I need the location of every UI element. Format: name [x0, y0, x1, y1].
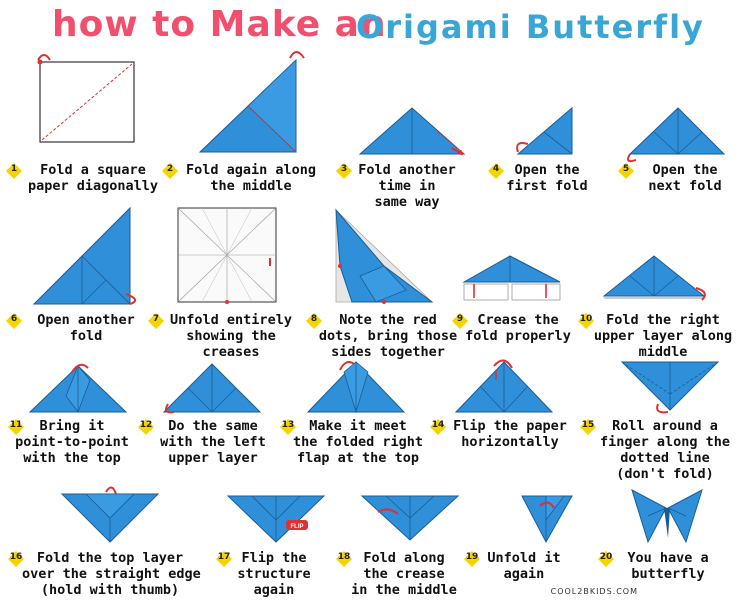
step-18-caption: Fold along the crease in the middle [351, 550, 457, 598]
step-12-number-badge: 12 [138, 419, 154, 435]
step-18-illustration [360, 495, 460, 541]
step-7-illustration [177, 207, 277, 304]
title-part-how-to-make: how to Make an [52, 4, 387, 45]
step-15-number-badge: 15 [580, 419, 596, 435]
step-18-number: 18 [337, 552, 351, 562]
page-title: how to Make an Origami Butterfly [0, 2, 736, 48]
step-13-number-badge: 13 [280, 419, 296, 435]
step-5-number: 5 [622, 164, 630, 174]
step-5-illustration [627, 107, 726, 163]
step-19-illustration [521, 495, 573, 544]
step-20-number-badge: 20 [598, 551, 614, 567]
step-2-illustration [198, 51, 305, 153]
step-20-illustration [631, 488, 703, 544]
title-part-origami-butterfly: Origami Butterfly [356, 8, 705, 46]
step-4-number: 4 [492, 164, 500, 174]
step-5-number-badge: 5 [618, 163, 634, 179]
step-6-number-badge: 6 [6, 313, 22, 329]
step-11-number: 11 [9, 420, 23, 430]
step-2-number-badge: 2 [162, 163, 178, 179]
step-11-illustration [28, 363, 128, 413]
step-6-caption: Open another fold [37, 312, 135, 344]
step-3-number: 3 [340, 164, 348, 174]
step-13-number: 13 [281, 420, 295, 430]
step-17-illustration: FLIP [226, 495, 326, 543]
step-4-number-badge: 4 [488, 163, 504, 179]
step-13-illustration [306, 361, 406, 414]
step-14-caption: Flip the paper horizontally [453, 418, 567, 450]
step-1-caption: Fold a square paper diagonally [27, 162, 159, 194]
step-6-illustration [32, 206, 137, 305]
step-3-caption: Fold another time in same way [358, 162, 456, 210]
step-15-number: 15 [581, 420, 595, 430]
step-7-caption: Unfold entirely showing the creases [170, 312, 292, 360]
step-8-number: 8 [310, 314, 318, 324]
step-1-number-badge: 1 [6, 163, 22, 179]
step-17-number: 17 [217, 552, 231, 562]
step-9-number: 9 [456, 314, 464, 324]
step-14-illustration [454, 359, 554, 413]
step-19-number-badge: 19 [464, 551, 480, 567]
step-16-number: 16 [9, 552, 23, 562]
step-8-illustration [335, 208, 434, 304]
step-8-number-badge: 8 [306, 313, 322, 329]
step-18-number-badge: 18 [336, 551, 352, 567]
site-credit: COOL2BKIDS.COM [550, 587, 638, 596]
step-10-illustration [602, 255, 706, 301]
step-17-caption: Flip the structure again [237, 550, 311, 598]
step-14-number: 14 [431, 420, 445, 430]
step-9-number-badge: 9 [452, 313, 468, 329]
step-10-number-badge: 10 [578, 313, 594, 329]
step-3-number-badge: 3 [336, 163, 352, 179]
step-4-caption: Open the first fold [506, 162, 588, 194]
step-17-number-badge: 17 [216, 551, 232, 567]
step-1-illustration [37, 54, 135, 143]
step-8-caption: Note the red dots, bring those sides tog… [318, 312, 458, 360]
step-2-number: 2 [166, 164, 174, 174]
step-9-caption: Crease the fold properly [465, 312, 571, 344]
step-15-illustration [620, 361, 720, 414]
step-11-caption: Bring it point-to-point with the top [15, 418, 129, 466]
step-20-number: 20 [599, 552, 613, 562]
step-1-number: 1 [10, 164, 18, 174]
step-16-number-badge: 16 [8, 551, 24, 567]
step-15-caption: Roll around a finger along the dotted li… [599, 418, 731, 482]
step-10-number: 10 [579, 314, 593, 324]
step-20-caption: You have a butterfly [627, 550, 709, 582]
step-13-caption: Make it meet the folded right flap at th… [292, 418, 424, 466]
step-16-illustration [60, 486, 160, 543]
step-9-illustration [462, 255, 561, 301]
step-2-caption: Fold again along the middle [185, 162, 317, 194]
flip-tag: FLIP [291, 524, 304, 530]
step-12-number: 12 [139, 420, 153, 430]
step-16-caption: Fold the top layer over the straight edg… [22, 550, 201, 598]
step-7-number: 7 [152, 314, 160, 324]
step-5-caption: Open the next fold [648, 162, 722, 194]
step-10-caption: Fold the right upper layer along middle [593, 312, 733, 360]
step-7-number-badge: 7 [148, 313, 164, 329]
step-12-caption: Do the same with the left upper layer [160, 418, 266, 466]
step-11-number-badge: 11 [8, 419, 24, 435]
step-12-illustration [162, 363, 262, 414]
step-4-illustration [516, 106, 573, 155]
step-19-number: 19 [465, 552, 479, 562]
step-19-caption: Unfold it again [487, 550, 561, 582]
step-14-number-badge: 14 [430, 419, 446, 435]
step-6-number: 6 [10, 314, 18, 324]
step-3-illustration [358, 107, 466, 156]
